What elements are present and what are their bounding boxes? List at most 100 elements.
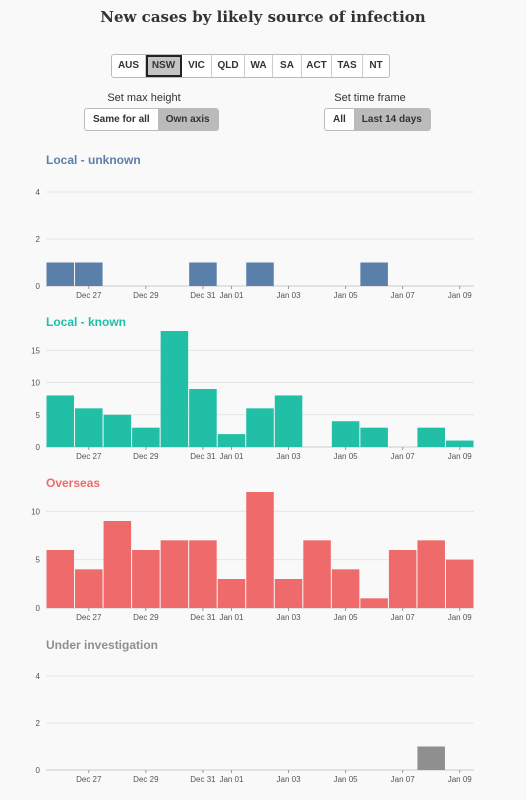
x-tick-label: Jan 07 [391,775,416,784]
bar [75,569,103,608]
x-tick-label: Jan 05 [334,452,359,461]
y-tick-label: 0 [36,443,41,452]
y-tick-label: 0 [36,766,41,775]
state-button-nt[interactable]: NT [369,60,383,71]
bar [46,395,75,447]
bar [388,550,417,608]
bar [75,408,103,447]
bar [132,550,160,608]
x-tick-label: Jan 05 [334,613,359,622]
same-for-all-button[interactable]: Same for all [93,114,150,125]
bar [417,427,445,447]
x-tick-label: Jan 01 [219,452,244,461]
state-button-vic[interactable]: VIC [182,55,212,77]
x-tick-label: Jan 07 [391,452,416,461]
x-tick-label: Jan 09 [448,613,473,622]
state-button-tas[interactable]: TAS [332,55,363,77]
bar [246,262,274,286]
x-tick-label: Jan 03 [277,775,302,784]
bar [132,427,160,447]
bar [217,434,246,447]
bar [360,262,388,286]
bar [75,262,103,286]
x-tick-label: Jan 09 [448,775,473,784]
x-tick-label: Dec 31 [190,775,216,784]
state-button-aus[interactable]: AUS [112,55,146,77]
x-tick-label: Dec 29 [133,291,159,300]
y-tick-label: 5 [36,556,41,565]
x-tick-label: Jan 09 [448,291,473,300]
x-tick-label: Dec 29 [133,775,159,784]
bar [160,540,189,608]
bar [46,550,75,608]
own-axis-button[interactable]: Own axis [157,109,218,130]
bar [103,521,132,608]
bar [274,579,303,608]
bar [189,262,217,286]
x-tick-label: Dec 31 [190,613,216,622]
state-button-qld[interactable]: QLD [212,55,245,77]
max-height-label: Set max height [107,92,181,104]
bar [331,569,360,608]
x-tick-label: Dec 29 [133,613,159,622]
x-tick-label: Jan 01 [219,613,244,622]
x-tick-label: Dec 27 [76,613,102,622]
state-button-wa[interactable]: WA [245,55,273,77]
bar [417,540,445,608]
bar [189,389,217,447]
x-tick-label: Jan 03 [277,291,302,300]
bar [331,421,360,447]
bar [160,331,189,447]
time-frame-label: Set time frame [334,92,406,104]
state-button-sa[interactable]: SA [273,55,302,77]
bar [417,746,445,770]
x-tick-label: Dec 27 [76,291,102,300]
y-tick-label: 4 [36,188,41,197]
x-tick-label: Jan 01 [219,291,244,300]
state-button-nsw[interactable]: NSW [146,55,182,77]
bar [189,540,217,608]
time-frame-toggle: All Last 14 days [324,108,431,131]
bar [445,559,474,608]
x-tick-label: Dec 29 [133,452,159,461]
x-tick-label: Dec 31 [190,291,216,300]
bar [46,262,75,286]
y-tick-label: 0 [36,604,41,613]
x-tick-label: Jan 07 [391,613,416,622]
y-tick-label: 5 [36,411,41,420]
x-tick-label: Jan 09 [448,452,473,461]
x-tick-label: Dec 27 [76,452,102,461]
x-tick-label: Dec 31 [190,452,216,461]
chart-title: New cases by likely source of infection [100,8,426,26]
x-tick-label: Jan 07 [391,291,416,300]
bar [103,414,132,447]
x-tick-label: Jan 01 [219,775,244,784]
all-button[interactable]: All [333,114,346,125]
bar [303,540,331,608]
x-tick-label: Dec 27 [76,775,102,784]
bar [445,440,474,447]
x-tick-label: Jan 05 [334,291,359,300]
max-height-toggle: Same for all Own axis [84,108,219,131]
panel-title: Overseas [46,476,100,490]
last-14-days-button[interactable]: Last 14 days [353,109,430,130]
y-tick-label: 10 [31,379,40,388]
x-tick-label: Jan 03 [277,452,302,461]
panel-title: Local - known [46,315,126,329]
state-button-act[interactable]: ACT [302,55,332,77]
panel-title: Under investigation [46,638,158,652]
y-tick-label: 2 [36,235,41,244]
y-tick-label: 2 [36,719,41,728]
bar [246,492,274,608]
bar [246,408,274,447]
bar [217,579,246,608]
x-tick-label: Jan 03 [277,613,302,622]
x-tick-label: Jan 05 [334,775,359,784]
y-tick-label: 15 [31,346,40,355]
panel-title: Local - unknown [46,153,141,167]
y-tick-label: 4 [36,672,41,681]
bar [360,598,388,608]
y-tick-label: 10 [31,507,40,516]
y-tick-label: 0 [36,282,41,291]
